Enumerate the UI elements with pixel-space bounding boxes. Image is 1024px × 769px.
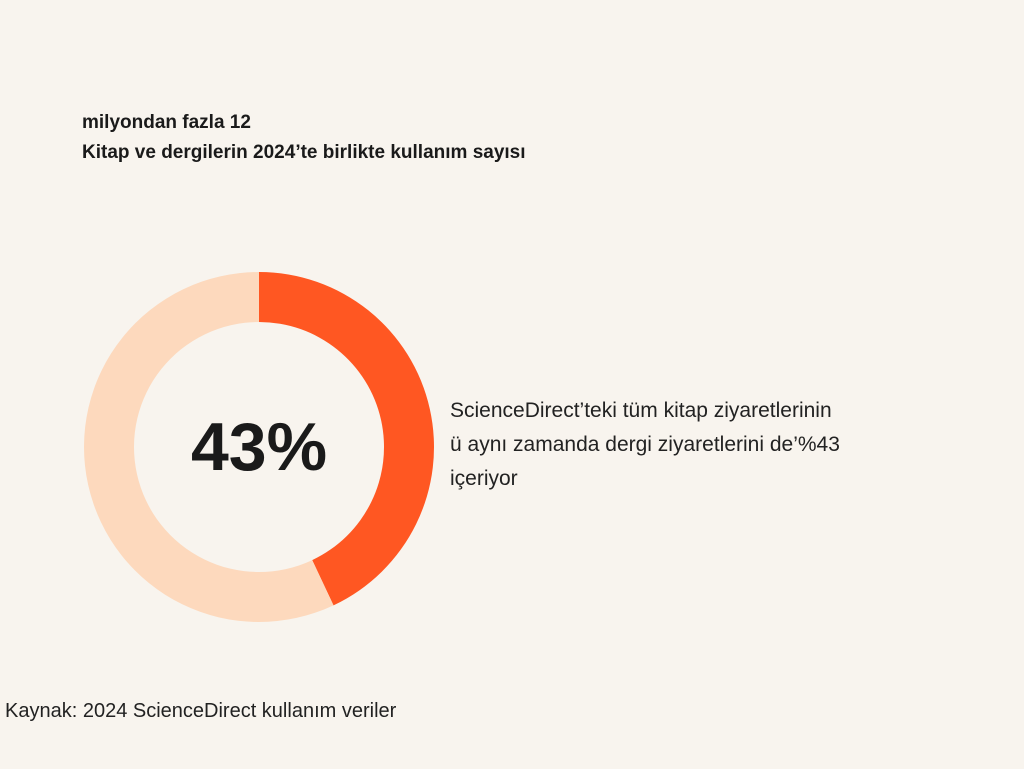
donut-slice-2 [84, 272, 334, 622]
donut-slices [84, 272, 434, 622]
description-line-3: içeriyor [450, 467, 518, 490]
header-subtitle: milyondan fazla 12 [82, 112, 251, 133]
source-note: Kaynak: 2024 ScienceDirect kullanım veri… [5, 700, 397, 722]
donut-center-label: 43% [191, 409, 327, 485]
donut-chart: 43% [84, 272, 434, 622]
donut-slice-1 [259, 272, 434, 606]
description-line-1: ScienceDirect’teki tüm kitap ziyaretleri… [450, 399, 832, 422]
description: ScienceDirect’teki tüm kitap ziyaretleri… [450, 394, 970, 496]
chart-header: milyondan fazla 12 Kitap ve dergilerin 2… [82, 108, 526, 168]
description-line-2: ü aynı zamanda dergi ziyaretlerini de’%4… [450, 433, 840, 456]
header-title: Kitap ve dergilerin 2024’te birlikte kul… [82, 142, 526, 163]
